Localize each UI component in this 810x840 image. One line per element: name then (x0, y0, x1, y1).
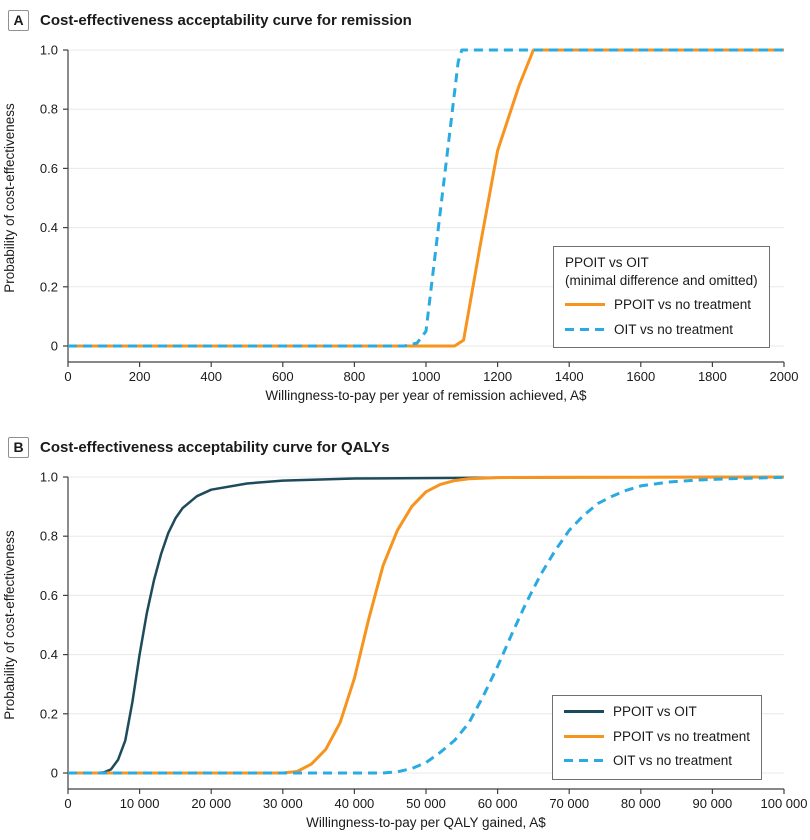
tick-labels: 0 0.2 0.4 0.6 0.8 1.0 0 10 000 20 000 30 000 40 00… (40, 470, 808, 812)
x-tick-label: 1200 (483, 369, 512, 384)
x-tick-label: 90 000 (693, 796, 733, 811)
y-tick-label: 0.6 (40, 161, 58, 176)
x-tick-label: 0 (64, 796, 71, 811)
panel-b-legend: PPOIT vs OIT PPOIT vs no treatment OIT vs … (552, 695, 763, 780)
y-axis-label: Probability of cost-effectiveness (2, 103, 17, 293)
x-tick-label: 600 (272, 369, 294, 384)
panel-a-letter-badge: A (8, 9, 29, 31)
x-tick-label: 70 000 (549, 796, 589, 811)
solid-line-swatch (564, 734, 604, 738)
x-tick-label: 200 (129, 369, 151, 384)
x-tick-label: 50 000 (406, 796, 446, 811)
x-tick-label: 80 000 (621, 796, 661, 811)
dashed-line-swatch (565, 327, 605, 331)
panel-b-x-axis-label: Willingness-to-pay per QALY gained, A$ (306, 815, 546, 830)
x-tick-label: 1400 (555, 369, 584, 384)
legend-label: OIT vs no treatment (613, 753, 733, 769)
axes (63, 49, 785, 367)
legend-header-line: PPOIT vs OIT (565, 255, 649, 270)
series-ppoit-vs-no-treatment (68, 48, 784, 348)
panel-a-plot: 0 0.2 0.4 0.6 0.8 1.0 0 200 400 600 800 1000 1200 140… (2, 43, 799, 385)
y-tick-label: 0 (51, 766, 58, 781)
y-tick-label: 1.0 (40, 470, 58, 485)
panel-b-plot: 0 0.2 0.4 0.6 0.8 1.0 0 10 000 20 000 30 000 40 00… (2, 470, 808, 812)
solid-line-swatch (564, 710, 604, 714)
x-tick-label: 20 000 (191, 796, 231, 811)
panel-b-header: B Cost-effectiveness acceptability curve… (0, 433, 810, 461)
legend-entry: OIT vs no treatment (565, 321, 758, 339)
panel-a-legend: PPOIT vs OIT (minimal difference and omit… (553, 246, 770, 349)
legend-entry: PPOIT vs no treatment (565, 296, 758, 314)
panel-b-title: Cost-effectiveness acceptability curve f… (40, 438, 390, 456)
legend-label: PPOIT vs no treatment (613, 728, 751, 744)
legend-label: OIT vs no treatment (614, 321, 734, 337)
y-tick-label: 0 (51, 339, 58, 354)
x-tick-label: 30 000 (263, 796, 303, 811)
x-tick-label: 60 000 (478, 796, 518, 811)
x-tick-label: 100 000 (761, 796, 808, 811)
series-ppoit-vs-oit (68, 475, 785, 775)
legend-header-line: (minimal difference and omitted) (565, 272, 758, 288)
x-tick-label: 800 (344, 369, 366, 384)
x-tick-label: 0 (64, 369, 71, 384)
panel-b: B Cost-effectiveness acceptability curve… (0, 433, 810, 830)
panel-a-chart-area: 0 0.2 0.4 0.6 0.8 1.0 0 200 400 600 800 1000 1200 140… (0, 34, 810, 386)
series-oit-vs-no-treatment (68, 48, 784, 348)
y-tick-label: 0.2 (40, 706, 58, 721)
tick-labels: 0 0.2 0.4 0.6 0.8 1.0 0 200 400 600 800 1000 1200 140… (40, 43, 799, 385)
y-tick-label: 0.4 (40, 647, 58, 662)
panel-a-x-axis-label: Willingness-to-pay per year of remission… (265, 388, 587, 403)
x-tick-label: 10 000 (120, 796, 160, 811)
axes (63, 476, 785, 794)
panel-b-chart-area: 0 0.2 0.4 0.6 0.8 1.0 0 10 000 20 000 30 000 40 00… (0, 461, 810, 813)
series-ppoit-vs-no-treatment (68, 475, 785, 775)
y-tick-label: 0.6 (40, 588, 58, 603)
series-oit-vs-no-treatment (68, 475, 785, 775)
y-tick-label: 0.2 (40, 279, 58, 294)
y-axis-label: Probability of cost-effectiveness (2, 530, 17, 720)
y-tick-label: 0.4 (40, 220, 58, 235)
solid-line-swatch (565, 303, 605, 307)
legend-entry: PPOIT vs no treatment (564, 728, 750, 746)
y-tick-label: 0.8 (40, 102, 58, 117)
x-tick-label: 400 (200, 369, 222, 384)
y-tick-label: 0.8 (40, 529, 58, 544)
panel-b-letter-badge: B (8, 436, 29, 458)
panel-a-header: A Cost-effectiveness acceptability curve… (0, 6, 810, 34)
x-tick-label: 1600 (626, 369, 655, 384)
x-tick-label: 1000 (412, 369, 441, 384)
x-tick-label: 2000 (770, 369, 799, 384)
x-tick-label: 1800 (698, 369, 727, 384)
legend-label: PPOIT vs no treatment (614, 297, 752, 313)
y-tick-label: 1.0 (40, 43, 58, 58)
dashed-line-swatch (564, 759, 604, 763)
legend-entry: PPOIT vs OIT (564, 703, 750, 721)
legend-label: PPOIT vs OIT (613, 704, 697, 719)
x-tick-label: 40 000 (335, 796, 375, 811)
panel-a: A Cost-effectiveness acceptability curve… (0, 6, 810, 403)
panel-a-title: Cost-effectiveness acceptability curve f… (40, 11, 412, 29)
legend-entry: OIT vs no treatment (564, 752, 750, 770)
